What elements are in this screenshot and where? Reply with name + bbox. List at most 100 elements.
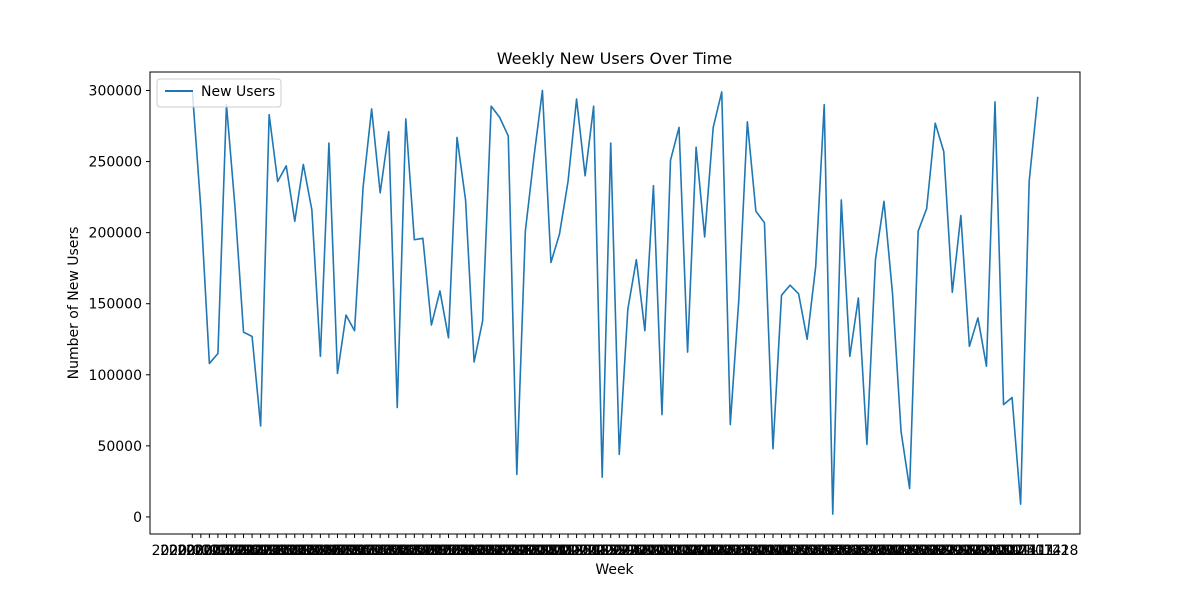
x-axis-label: Week xyxy=(595,562,634,578)
x-tick-label: 2021-05-09 xyxy=(749,543,830,559)
x-tick-label: 2021-06-13 xyxy=(792,543,873,559)
x-tick-label: 2021-11-28 xyxy=(997,543,1078,559)
x-tick-label: 2021-09-05 xyxy=(895,543,976,559)
x-tick-label: 2021-09-19 xyxy=(912,543,993,559)
x-tick-label: 2020-11-22 xyxy=(544,543,625,559)
x-tick-label: 2020-05-10 xyxy=(305,543,386,559)
x-tick-label: 2020-05-31 xyxy=(331,543,412,559)
x-tick-label: 2021-08-22 xyxy=(877,543,958,559)
x-tick-label: 2020-03-22 xyxy=(246,543,327,559)
y-tick-label: 300000 xyxy=(89,83,142,99)
x-tick-label: 2021-10-17 xyxy=(946,543,1027,559)
x-tick-label: 2021-01-10 xyxy=(604,543,685,559)
x-tick-label: 2021-05-16 xyxy=(758,543,839,559)
x-tick-label: 2021-01-31 xyxy=(630,543,711,559)
x-tick-label: 2020-07-12 xyxy=(382,543,463,559)
chart-title: Weekly New Users Over Time xyxy=(497,49,732,68)
x-tick-label: 2021-06-20 xyxy=(801,543,882,559)
x-tick-label: 2020-02-16 xyxy=(203,543,284,559)
x-tick-label: 2021-03-28 xyxy=(698,543,779,559)
legend-label: New Users xyxy=(201,84,275,100)
x-tick-label: 2021-10-31 xyxy=(963,543,1044,559)
x-tick-label: 2021-03-14 xyxy=(681,543,762,559)
x-tick-label: 2020-07-19 xyxy=(391,543,472,559)
x-tick-label: 2020-09-06 xyxy=(450,543,531,559)
y-tick-label: 50000 xyxy=(97,439,142,455)
x-tick-label: 2020-04-12 xyxy=(271,543,352,559)
y-axis-label: Number of New Users xyxy=(66,227,82,380)
x-tick-label: 2021-09-26 xyxy=(920,543,1001,559)
x-tick-label: 2020-01-12 xyxy=(160,543,241,559)
x-tick-label: 2020-08-23 xyxy=(433,543,514,559)
x-tick-label: 2021-06-06 xyxy=(784,543,865,559)
x-tick-label: 2020-01-05 xyxy=(152,543,233,559)
x-tick-label: 2020-09-13 xyxy=(459,543,540,559)
x-tick-label: 2021-07-18 xyxy=(835,543,916,559)
x-tick-label: 2021-05-23 xyxy=(766,543,847,559)
x-axis: 2020-01-052020-01-122020-01-192020-01-26… xyxy=(152,534,1078,559)
x-tick-label: 2021-08-08 xyxy=(860,543,941,559)
y-tick-label: 100000 xyxy=(89,368,142,384)
x-tick-label: 2020-05-03 xyxy=(297,543,378,559)
x-tick-label: 2021-04-04 xyxy=(707,543,788,559)
y-tick-label: 250000 xyxy=(89,155,142,171)
x-tick-label: 2020-04-26 xyxy=(288,543,369,559)
x-tick-label: 2020-10-18 xyxy=(502,543,583,559)
x-tick-label: 2021-04-18 xyxy=(724,543,805,559)
x-tick-label: 2021-07-25 xyxy=(843,543,924,559)
x-tick-label: 2021-03-21 xyxy=(690,543,771,559)
x-tick-label: 2020-02-02 xyxy=(186,543,267,559)
x-tick-label: 2020-11-29 xyxy=(553,543,634,559)
x-tick-label: 2020-03-29 xyxy=(254,543,335,559)
x-tick-label: 2021-07-11 xyxy=(826,543,907,559)
y-tick-label: 0 xyxy=(133,510,142,526)
x-tick-label: 2021-10-10 xyxy=(937,543,1018,559)
x-tick-label: 2020-09-20 xyxy=(468,543,549,559)
y-tick-label: 200000 xyxy=(89,226,142,242)
plot-area xyxy=(191,89,1039,515)
x-tick-label: 2020-03-08 xyxy=(228,543,309,559)
x-tick-label: 2020-11-01 xyxy=(519,543,600,559)
x-tick-label: 2021-05-02 xyxy=(741,543,822,559)
x-tick-label: 2021-02-21 xyxy=(655,543,736,559)
x-tick-label: 2021-07-04 xyxy=(818,543,899,559)
x-tick-label: 2021-06-27 xyxy=(809,543,890,559)
x-tick-label: 2020-08-30 xyxy=(442,543,523,559)
x-tick-label: 2020-04-19 xyxy=(280,543,361,559)
y-tick-label: 150000 xyxy=(89,297,142,313)
x-tick-label: 2021-09-12 xyxy=(903,543,984,559)
x-tick-label: 2020-09-27 xyxy=(476,543,557,559)
x-tick-label: 2020-08-16 xyxy=(425,543,506,559)
x-tick-label: 2020-10-11 xyxy=(493,543,574,559)
x-tick-label: 2020-11-15 xyxy=(536,543,617,559)
x-tick-label: 2020-08-02 xyxy=(408,543,489,559)
x-tick-label: 2021-03-07 xyxy=(673,543,754,559)
legend: New Users xyxy=(156,78,282,108)
x-tick-label: 2021-05-30 xyxy=(775,543,856,559)
legend-box xyxy=(156,78,282,108)
x-tick-label: 2020-10-04 xyxy=(485,543,566,559)
x-tick-label: 2021-08-01 xyxy=(852,543,933,559)
x-tick-label: 2020-08-09 xyxy=(416,543,497,559)
x-tick-label: 2020-01-26 xyxy=(177,543,258,559)
series-line-new-users xyxy=(191,89,1039,515)
x-tick-label: 2020-07-05 xyxy=(374,543,455,559)
x-tick-label: 2020-04-05 xyxy=(263,543,344,559)
x-tick-label: 2020-12-13 xyxy=(570,543,651,559)
x-tick-label: 2020-12-27 xyxy=(587,543,668,559)
plot-frame xyxy=(149,71,1081,535)
x-tick-label: 2021-01-24 xyxy=(621,543,702,559)
x-tick-label: 2020-06-21 xyxy=(357,543,438,559)
x-tick-label: 2021-10-03 xyxy=(929,543,1010,559)
x-tick-label: 2020-03-01 xyxy=(220,543,301,559)
x-tick-label: 2021-01-03 xyxy=(596,543,677,559)
x-tick-label: 2020-05-24 xyxy=(322,543,403,559)
x-tick-label: 2020-07-26 xyxy=(399,543,480,559)
x-tick-label: 2020-12-06 xyxy=(562,543,643,559)
x-tick-label: 2020-06-14 xyxy=(348,543,429,559)
x-tick-label: 2021-10-24 xyxy=(954,543,1035,559)
x-tick-label: 2021-04-25 xyxy=(732,543,813,559)
x-tick-label: 2021-02-07 xyxy=(638,543,719,559)
x-tick-label: 2021-08-15 xyxy=(869,543,950,559)
